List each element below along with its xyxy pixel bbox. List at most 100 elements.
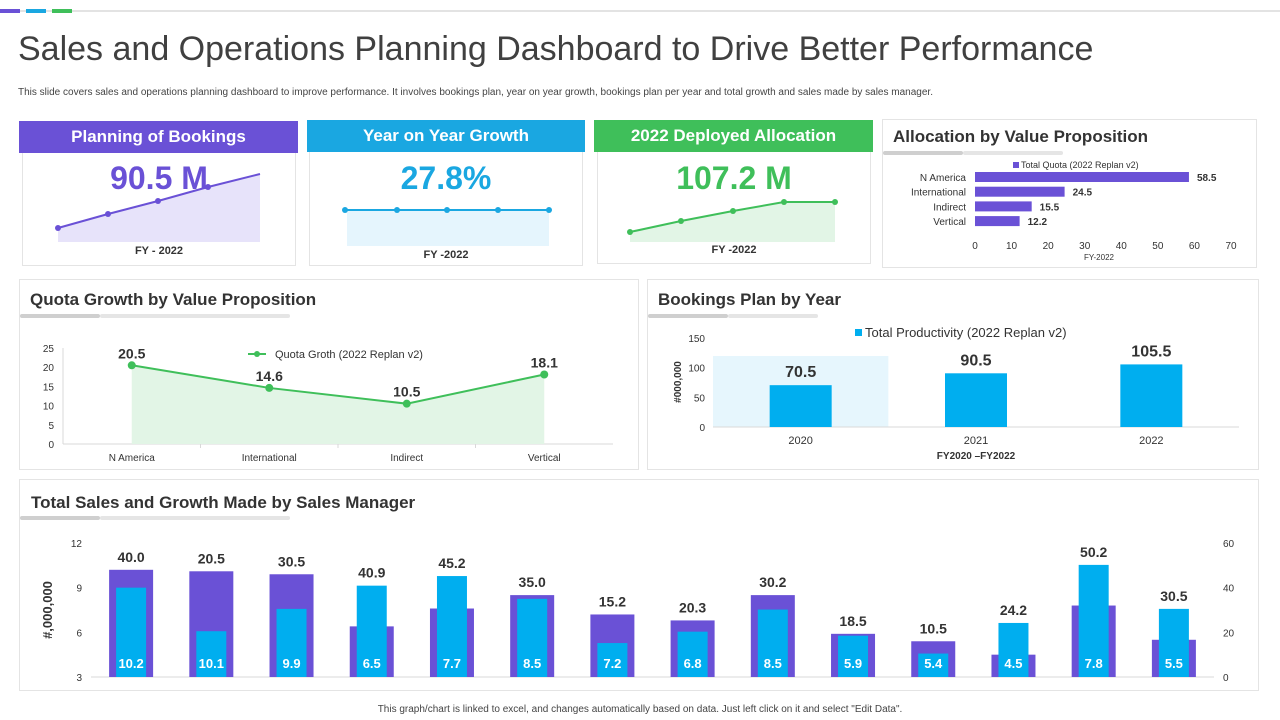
bar-cyan xyxy=(998,622,1029,677)
accent-purple xyxy=(0,9,20,13)
data-label-top: 30.2 xyxy=(759,574,786,590)
data-label: 70.5 xyxy=(785,364,816,381)
bar-cyan xyxy=(1158,608,1189,677)
data-label: 20.5 xyxy=(118,345,145,361)
kpi-caption-growth: FY -2022 xyxy=(423,249,469,261)
data-label: 12.2 xyxy=(1028,217,1048,228)
y-tick-label: 50 xyxy=(694,393,706,404)
category-label: International xyxy=(911,188,966,199)
bar xyxy=(975,172,1189,182)
data-label-top: 50.2 xyxy=(1080,544,1107,560)
category-label: 2022 xyxy=(1139,435,1163,447)
bar-cyan xyxy=(677,631,708,677)
legend-label: Total Productivity (2022 Replan v2) xyxy=(865,325,1067,340)
category-label: Indirect xyxy=(390,453,423,464)
kpi-value-bookings: 90.5 M xyxy=(110,160,208,196)
data-label-top: 20.3 xyxy=(679,599,706,615)
data-label-top: 15.2 xyxy=(599,593,626,609)
data-label-inner: 8.5 xyxy=(523,656,541,671)
x-tick-label: 0 xyxy=(972,241,978,252)
sales-title: Total Sales and Growth Made by Sales Man… xyxy=(31,493,416,512)
bar xyxy=(975,201,1032,212)
data-point xyxy=(402,399,411,408)
y-tick-label: 0 xyxy=(699,423,705,434)
legend-marker xyxy=(254,351,260,357)
data-label: 18.1 xyxy=(531,354,558,370)
y-left-tick-label: 12 xyxy=(71,539,83,550)
x-tick-label: 40 xyxy=(1116,241,1128,252)
data-label-inner: 10.2 xyxy=(118,656,143,671)
data-point xyxy=(127,361,136,370)
data-label-top: 24.2 xyxy=(1000,602,1027,618)
kpi-title-allocation: 2022 Deployed Allocation xyxy=(594,120,873,152)
series-line xyxy=(131,364,545,405)
data-label-top: 45.2 xyxy=(438,555,465,571)
x-tick-label: 70 xyxy=(1225,241,1237,252)
kpi-value-growth: 27.8% xyxy=(400,160,492,196)
y-tick-label: 15 xyxy=(43,382,55,393)
data-label-inner: 10.1 xyxy=(199,656,224,671)
area-fill xyxy=(131,365,545,444)
x-tick-label: 10 xyxy=(1006,241,1018,252)
bar xyxy=(975,186,1065,197)
legend-swatch xyxy=(855,329,862,336)
data-label-top: 10.5 xyxy=(920,620,947,636)
category-label: 2021 xyxy=(964,435,988,447)
data-label: 90.5 xyxy=(960,352,991,369)
category-label: 2020 xyxy=(788,435,812,447)
bar xyxy=(945,373,1007,427)
allocation-panel xyxy=(882,119,1257,268)
data-label-top: 30.5 xyxy=(1160,588,1187,604)
data-label-inner: 6.5 xyxy=(363,656,381,671)
accent-green xyxy=(52,9,72,13)
footer-note: This graph/chart is linked to excel, and… xyxy=(377,704,903,715)
data-label-inner: 9.9 xyxy=(282,656,300,671)
y-tick-label: 10 xyxy=(43,402,55,413)
data-label: 10.5 xyxy=(393,384,420,400)
y-right-tick-label: 40 xyxy=(1223,584,1235,595)
allocation-title: Allocation by Value Proposition xyxy=(893,127,1149,146)
quota-chart: 0 5 10 15 20 25 20.5 N America 14.6 International… xyxy=(43,344,613,464)
y-right-tick-label: 20 xyxy=(1223,628,1235,639)
bar-cyan xyxy=(116,587,147,677)
y-axis-label: #000,000 xyxy=(673,361,684,403)
data-label: 14.6 xyxy=(256,368,283,384)
data-label-inner: 7.7 xyxy=(443,656,461,671)
data-label-inner: 5.9 xyxy=(844,656,862,671)
category-label: Vertical xyxy=(933,217,966,228)
data-label-top: 40.9 xyxy=(358,565,385,581)
y-axis-label: #,000,000 xyxy=(40,581,55,639)
kpi-value-allocation: 107.2 M xyxy=(676,160,792,196)
y-tick-label: 20 xyxy=(43,363,55,374)
page-subtitle: This slide covers sales and operations p… xyxy=(18,87,933,98)
bookings-title: Bookings Plan by Year xyxy=(658,290,841,309)
bar-cyan xyxy=(276,608,307,677)
data-label-inner: 5.5 xyxy=(1165,656,1183,671)
bar-cyan xyxy=(757,609,788,677)
data-label-inner: 7.2 xyxy=(603,656,621,671)
y-right-tick-label: 60 xyxy=(1223,539,1235,550)
allocation-underline xyxy=(883,151,963,155)
data-label-top: 20.5 xyxy=(198,550,225,566)
data-label-top: 40.0 xyxy=(117,549,144,565)
bar-cyan xyxy=(838,635,869,677)
bar-cyan xyxy=(196,631,227,677)
accent-blue xyxy=(26,9,46,13)
category-label: International xyxy=(242,453,297,464)
sales-chart: 3 6 9 12 0 20 40 60 #,000,000 40.0 10.2 20.5 10.1 30.… xyxy=(40,539,1235,684)
bar-cyan xyxy=(918,653,949,677)
kpi-title-growth: Year on Year Growth xyxy=(307,120,585,152)
bar-cyan xyxy=(1078,564,1109,677)
kpi-sparkline-growth xyxy=(342,207,552,246)
y-left-tick-label: 6 xyxy=(76,628,82,639)
quota-underline xyxy=(20,314,100,318)
kpi-caption-allocation: FY -2022 xyxy=(711,244,757,256)
data-point xyxy=(540,370,549,379)
bar-cyan xyxy=(517,598,548,677)
data-label: 58.5 xyxy=(1197,173,1217,184)
bar xyxy=(1120,364,1183,427)
page-title: Sales and Operations Planning Dashboard … xyxy=(18,30,1094,68)
data-label-inner: 7.8 xyxy=(1085,656,1103,671)
sales-underline xyxy=(20,516,100,520)
x-tick-label: 20 xyxy=(1043,241,1055,252)
